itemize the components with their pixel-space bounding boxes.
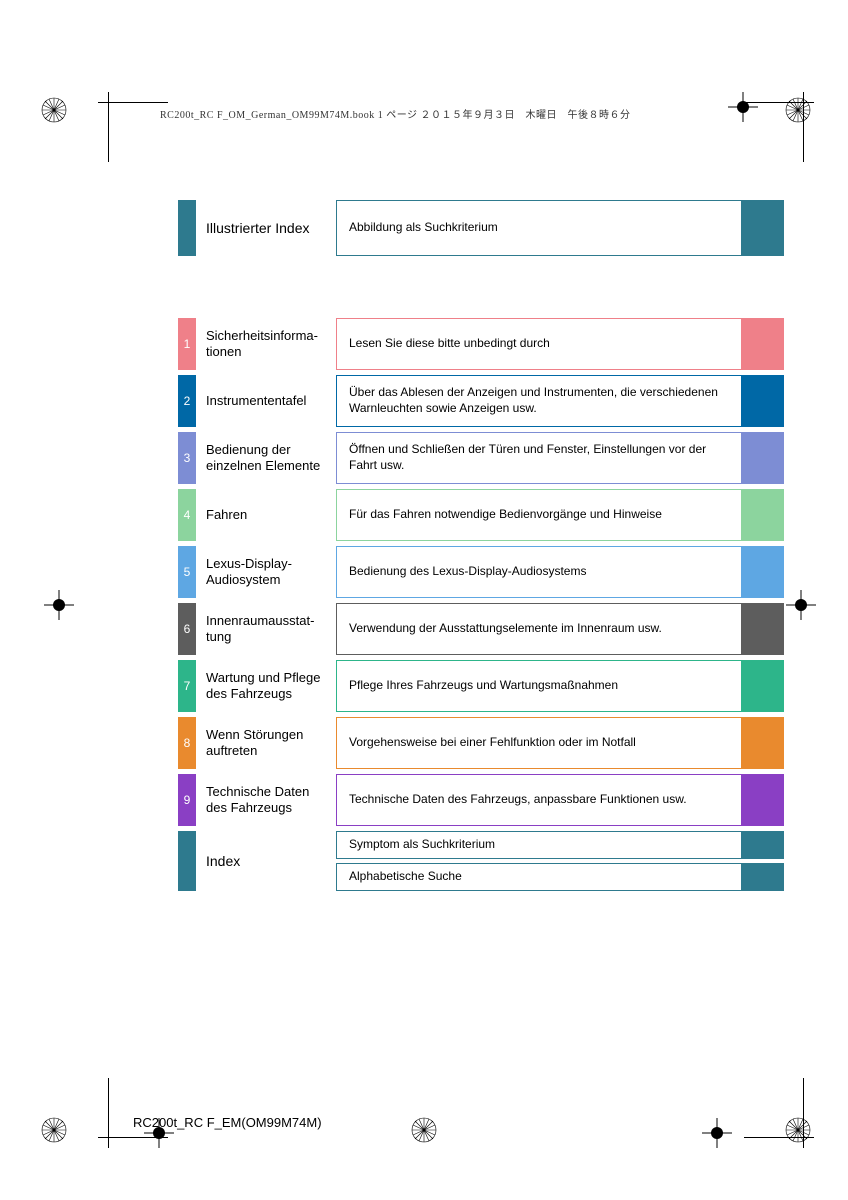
chapter-swatch <box>742 432 784 484</box>
print-footer: RC200t_RC F_EM(OM99M74M) <box>133 1115 322 1130</box>
chapter-desc: Bedienung des Lexus-Display-Audiosystems <box>336 546 742 598</box>
toc: Illustrierter Index Abbildung als Suchkr… <box>178 200 784 891</box>
toc-chapter-row: 3Bedienung der einzelnen ElementeÖffnen … <box>178 432 784 484</box>
illus-swatch <box>742 200 784 256</box>
chapter-title: Wartung und Pflege des Fahrzeugs <box>196 660 336 712</box>
crop-corner-icon <box>98 92 168 162</box>
chapter-title: Instrumententafel <box>196 375 336 427</box>
page: RC200t_RC F_OM_German_OM99M74M.book 1 ペー… <box>0 0 848 1200</box>
index-desc: Symptom als Suchkriterium <box>336 831 742 859</box>
toc-index-row: Index Symptom als Suchkriterium Alphabet… <box>178 831 784 891</box>
chapter-desc: Für das Fahren notwendige Bedienvorgänge… <box>336 489 742 541</box>
illus-label: Illustrierter Index <box>196 200 336 256</box>
print-header: RC200t_RC F_OM_German_OM99M74M.book 1 ペー… <box>160 106 631 121</box>
chapter-number: 2 <box>178 375 196 427</box>
side-reg-icon <box>44 590 74 620</box>
crop-corner-icon <box>98 1078 168 1148</box>
index-label: Index <box>196 831 336 891</box>
toc-illustrated-row: Illustrierter Index Abbildung als Suchkr… <box>178 200 784 256</box>
chapter-swatch <box>742 603 784 655</box>
chapter-title: Bedienung der einzelnen Elemente <box>196 432 336 484</box>
chapter-desc: Verwendung der Ausstattungselemente im I… <box>336 603 742 655</box>
chapter-number: 6 <box>178 603 196 655</box>
toc-chapter-row: 6Innenraumausstat-tungVerwendung der Aus… <box>178 603 784 655</box>
chapter-desc: Vorgehensweise bei einer Fehlfunktion od… <box>336 717 742 769</box>
chapter-title: Innenraumausstat-tung <box>196 603 336 655</box>
chapter-swatch <box>742 660 784 712</box>
chapter-desc: Öffnen und Schließen der Türen und Fenst… <box>336 432 742 484</box>
chapter-number: 7 <box>178 660 196 712</box>
chapter-swatch <box>742 717 784 769</box>
chapter-title: Technische Daten des Fahrzeugs <box>196 774 336 826</box>
index-desc: Alphabetische Suche <box>336 863 742 891</box>
toc-chapter-row: 1Sicherheitsinforma-tionenLesen Sie dies… <box>178 318 784 370</box>
chapter-desc: Pflege Ihres Fahrzeugs und Wartungsmaßna… <box>336 660 742 712</box>
chapter-desc: Lesen Sie diese bitte unbedingt durch <box>336 318 742 370</box>
chapter-title: Fahren <box>196 489 336 541</box>
chapter-number: 9 <box>178 774 196 826</box>
chapter-number: 3 <box>178 432 196 484</box>
index-swatch <box>742 831 784 859</box>
reg-mark-icon <box>410 1116 438 1144</box>
toc-chapter-row: 7Wartung und Pflege des FahrzeugsPflege … <box>178 660 784 712</box>
toc-chapter-row: 5Lexus-Display-AudiosystemBedienung des … <box>178 546 784 598</box>
chapter-desc: Über das Ablesen der Anzeigen und Instru… <box>336 375 742 427</box>
chapter-swatch <box>742 375 784 427</box>
crop-corner-icon <box>744 92 814 162</box>
toc-chapter-row: 8Wenn Störungen auftretenVorgehensweise … <box>178 717 784 769</box>
chapter-swatch <box>742 546 784 598</box>
toc-chapter-row: 4FahrenFür das Fahren notwendige Bedienv… <box>178 489 784 541</box>
chapter-swatch <box>742 318 784 370</box>
side-reg-icon <box>702 1118 732 1148</box>
toc-chapter-row: 9Technische Daten des FahrzeugsTechnisch… <box>178 774 784 826</box>
chapter-swatch <box>742 489 784 541</box>
reg-mark-icon <box>40 96 68 124</box>
side-reg-icon <box>786 590 816 620</box>
index-swatch <box>742 863 784 891</box>
chapter-number: 5 <box>178 546 196 598</box>
toc-chapter-row: 2InstrumententafelÜber das Ablesen der A… <box>178 375 784 427</box>
index-tab <box>178 831 196 891</box>
illus-tab <box>178 200 196 256</box>
chapter-title: Sicherheitsinforma-tionen <box>196 318 336 370</box>
chapter-number: 1 <box>178 318 196 370</box>
illus-desc: Abbildung als Suchkriterium <box>336 200 742 256</box>
chapter-title: Lexus-Display-Audiosystem <box>196 546 336 598</box>
chapter-number: 8 <box>178 717 196 769</box>
chapter-number: 4 <box>178 489 196 541</box>
reg-mark-icon <box>40 1116 68 1144</box>
chapter-desc: Technische Daten des Fahrzeugs, anpassba… <box>336 774 742 826</box>
chapter-swatch <box>742 774 784 826</box>
crop-corner-icon <box>744 1078 814 1148</box>
chapter-title: Wenn Störungen auftreten <box>196 717 336 769</box>
